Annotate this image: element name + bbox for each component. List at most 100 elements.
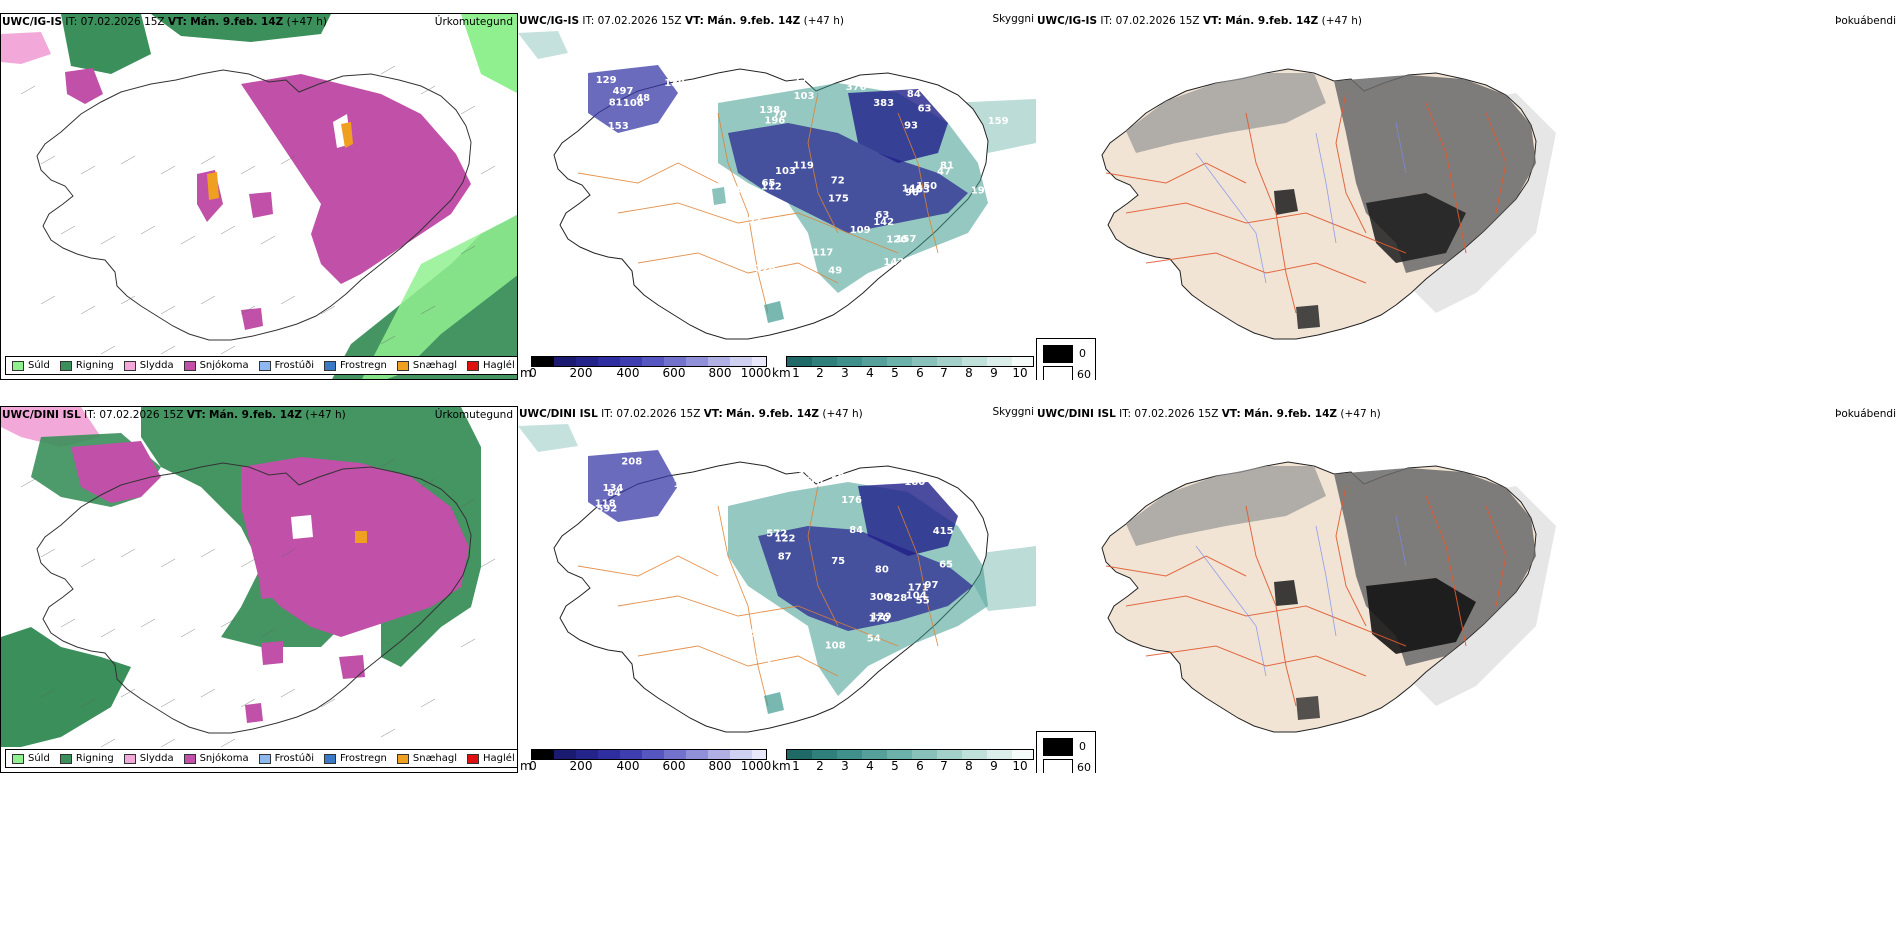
cloudbase-label: 166 [707, 309, 728, 320]
cloudbase-label: 121 [599, 524, 620, 535]
precip-type-map-bottom [1, 407, 517, 772]
cloudbase-label: 84 [849, 525, 863, 536]
cloud-header-top: UWC/IG-IS IT: 07.02.2026 15Z VT: Mán. 9.… [519, 15, 844, 27]
cloudbase-label: 376 [846, 82, 867, 93]
cloudbase-label: 147 [668, 138, 689, 149]
cloudbase-label: 76 [599, 140, 613, 151]
visibility-tick: 6 [916, 759, 924, 773]
cloudbase-label: 180 [904, 477, 925, 488]
cloud-title-top: Skyggni [992, 13, 1035, 25]
cloudbase-label: 142 [873, 217, 894, 228]
precip-type-map-top [1, 14, 517, 379]
cloudbase-label: 415 [734, 185, 755, 196]
legend-item: Frostregn [324, 360, 387, 371]
cloudbase-label: 161 [932, 460, 953, 471]
cloudbase-label: 104 [906, 591, 927, 602]
fog-legend-swatch-high [1043, 738, 1073, 756]
cloudbase-label: 196 [798, 470, 819, 481]
visibility-tick: 6 [916, 366, 924, 380]
fog-legend-high-label: 0 [1079, 347, 1086, 360]
cloudbase-tick: 400 [616, 366, 640, 380]
cloudbase-tick: 200 [569, 759, 593, 773]
cloudbase-label: 163 [909, 185, 930, 196]
cloudbase-label: 58 [762, 674, 776, 685]
cloudbase-label: 97 [925, 580, 939, 591]
fog-legend-top: 0 60 [1036, 338, 1096, 380]
legend-item: Haglél [467, 360, 515, 371]
cloudbase-tick: 400 [616, 759, 640, 773]
visibility-tick: 5 [891, 759, 899, 773]
cloudbase-label: 171 [908, 583, 929, 594]
cloudbase-label: 153 [608, 121, 629, 132]
cloudbase-label: 84 [607, 488, 621, 499]
cloudbase-label: 176 [755, 263, 776, 274]
visibility-unit: km [772, 759, 791, 773]
cloudbase-label: 55 [916, 595, 930, 606]
cloud-visibility-map-bottom: 121 216 133 104 46 84 122 80 55 116 118 92 65 170 113 2… [518, 424, 1036, 733]
cloudbase-label: 136 [712, 287, 733, 298]
cloud-visibility-panel-bottom: 121 216 133 104 46 84 122 80 55 116 118 92 65 170 113 2… [518, 406, 1036, 773]
cloudbase-label: 112 [761, 182, 782, 193]
visibility-tick: 10 [1012, 759, 1028, 773]
precip-type-panel-top: UWC/IG-IS IT: 07.02.2026 15Z VT: Mán. 9.… [0, 13, 518, 380]
cloudbase-label: 98 [722, 224, 736, 235]
cloudbase-label: 88 [770, 221, 784, 232]
visibility-tick: 5 [891, 366, 899, 380]
cloudbase-label: 157 [896, 234, 917, 245]
cloudbase-label: 93 [904, 120, 918, 131]
cloudbase-label: 328 [886, 593, 907, 604]
visibility-tick: 4 [866, 366, 874, 380]
visibility-tick: 9 [990, 366, 998, 380]
visibility-tick: 8 [965, 366, 973, 380]
cloudbase-label: 109 [850, 225, 871, 236]
cloudbase-tick: 600 [662, 759, 686, 773]
cloudbase-tick: 600 [662, 366, 686, 380]
cloudbase-label: 133 [882, 469, 903, 480]
cloudbase-label: 80 [875, 565, 889, 576]
fog-map-top [1036, 13, 1900, 380]
legend-item: Haglél [467, 753, 515, 764]
cloudbase-label: 65 [939, 559, 953, 570]
cloudbase-label: 168 [642, 525, 663, 536]
cloudbase-label: 81 [609, 97, 623, 108]
cloudbase-label: 572 [766, 529, 787, 540]
cloudbase-label: 122 [775, 533, 796, 544]
cloudbase-tick: 1000 [740, 366, 772, 380]
cloudbase-tick: 0 [529, 366, 537, 380]
legend-item: Snjókoma [183, 360, 249, 371]
precip-header-top: UWC/IG-IS IT: 07.02.2026 15Z VT: Mán. 9.… [2, 16, 327, 28]
cloudbase-label: 150 [916, 181, 937, 192]
fog-legend-low-label: 60 [1077, 761, 1091, 773]
cloud-visibility-panel-top: 147 196 135 109 92 76 103 63 117 98 122 103 84 63 176 1… [518, 13, 1036, 380]
legend-item: Slydda [123, 753, 174, 764]
precip-title-bottom: Úrkomutegund [434, 409, 513, 421]
cloudbase-label: 81 [725, 699, 739, 710]
cloudbase-label: 63 [918, 104, 932, 115]
cloudbase-label: 119 [793, 161, 814, 172]
precip-header-bottom: UWC/DINI ISL IT: 07.02.2026 15Z VT: Mán.… [2, 409, 346, 421]
cloudbase-label: 242 [599, 144, 620, 155]
precip-type-panel-bottom: UWC/DINI ISL IT: 07.02.2026 15Z VT: Mán.… [0, 406, 518, 773]
cloudbase-label: 115 [674, 479, 695, 490]
fog-title-top: Þokuábendi [1835, 15, 1896, 27]
visibility-tick: 2 [816, 759, 824, 773]
cloudbase-label: 208 [621, 457, 642, 468]
precip-legend-bottom: Súld Rigning Slydda Snjókoma Frostúði Fr… [5, 749, 517, 768]
cloudbase-colorbar-top: m 0 200 400 600 800 1000 [520, 356, 772, 380]
cloudbase-label: 103 [794, 91, 815, 102]
cloudbase-label-group-top: 147 196 135 109 92 76 103 63 117 98 122 103 84 63 176 1… [591, 75, 1009, 323]
cloudbase-label: 135 [975, 82, 996, 93]
visibility-tick: 7 [940, 759, 948, 773]
fog-panel-bottom: UWC/DINI ISL IT: 07.02.2026 15Z VT: Mán.… [1036, 406, 1900, 773]
cloudbase-label: 54 [867, 634, 881, 645]
visibility-tick: 10 [1012, 366, 1028, 380]
cloudbase-label: 146 [902, 184, 923, 195]
cloudbase-label: 178 [794, 75, 815, 86]
visibility-tick: 7 [940, 366, 948, 380]
cloudbase-label: 374 [751, 655, 772, 666]
cloudbase-label: 175 [828, 194, 849, 205]
cloudbase-label: 65 [762, 178, 776, 189]
cloudbase-label: 87 [778, 552, 792, 563]
cloudbase-label: 190 [620, 522, 641, 533]
cloudbase-label: 117 [813, 247, 834, 258]
